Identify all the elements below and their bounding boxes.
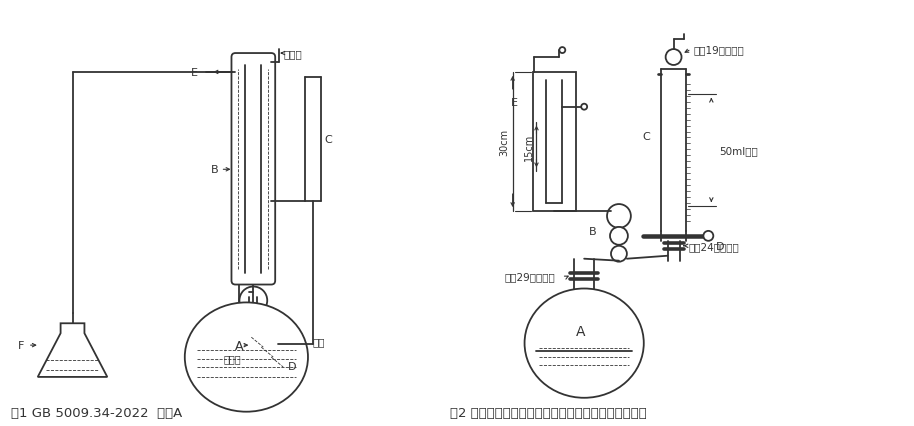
Text: D: D [717, 241, 725, 251]
Text: 冷却水: 冷却水 [283, 49, 302, 59]
Text: 氮气: 氮气 [313, 337, 325, 346]
Text: E: E [511, 98, 517, 107]
Bar [533, 73, 576, 212]
Circle shape [239, 287, 267, 314]
FancyBboxPatch shape [231, 54, 275, 285]
Text: 50ml刻度: 50ml刻度 [719, 146, 758, 156]
Text: E: E [191, 68, 197, 78]
Text: 国产19标准磨口: 国产19标准磨口 [694, 45, 744, 55]
Polygon shape [37, 323, 107, 377]
Circle shape [665, 50, 682, 66]
Text: B: B [590, 226, 597, 236]
Circle shape [244, 353, 262, 371]
Circle shape [607, 204, 631, 228]
Circle shape [581, 104, 587, 110]
Circle shape [559, 48, 565, 54]
Circle shape [610, 227, 628, 245]
Text: F: F [18, 340, 25, 350]
Text: C: C [643, 131, 651, 141]
Circle shape [259, 334, 278, 354]
Text: 15cm: 15cm [524, 133, 534, 161]
Text: A: A [576, 325, 586, 338]
Text: 图1 GB 5009.34-2022  附录A: 图1 GB 5009.34-2022 附录A [11, 406, 182, 419]
Text: 国产29标准磨口: 国产29标准磨口 [505, 272, 556, 282]
Text: 国产24标准磨口: 国产24标准磨口 [688, 241, 739, 251]
Circle shape [611, 246, 627, 262]
Text: B: B [210, 165, 218, 175]
Circle shape [704, 231, 713, 241]
Bar [273, 340, 285, 349]
Text: D: D [288, 361, 297, 371]
Ellipse shape [185, 303, 308, 412]
Ellipse shape [525, 289, 643, 398]
Text: A: A [235, 339, 243, 352]
Text: C: C [324, 135, 333, 145]
Text: 30cm: 30cm [500, 129, 510, 155]
Text: 图2 中国药典中药二氧化硫的测定（酸碱滴定法）装置: 图2 中国药典中药二氧化硫的测定（酸碱滴定法）装置 [450, 406, 647, 419]
Text: 冷却水: 冷却水 [224, 353, 241, 363]
